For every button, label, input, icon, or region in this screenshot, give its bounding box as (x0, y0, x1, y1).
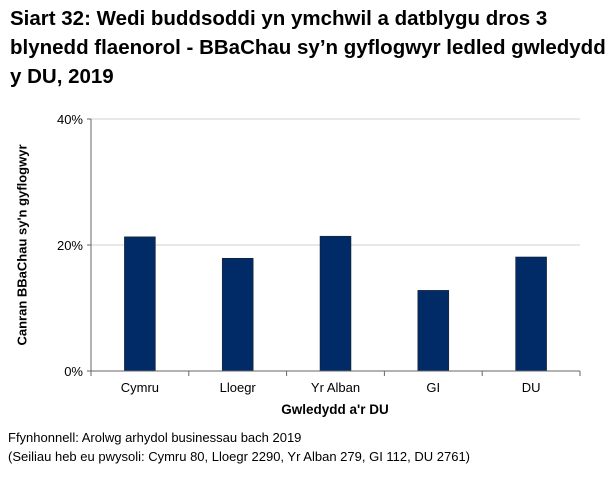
x-tick-label: Lloegr (220, 380, 257, 395)
bar-cymru (124, 236, 156, 372)
x-tick-label: DU (522, 380, 541, 395)
bases-note: (Seiliau heb eu pwysoli: Cymru 80, Lloeg… (8, 449, 471, 464)
x-axis-label: Gwledydd a'r DU (281, 402, 389, 417)
bar-yr-alban (319, 235, 352, 372)
y-tick-label: 0% (64, 364, 83, 379)
bar-du (515, 256, 547, 372)
y-axis-label: Canran BBaChau sy'n gyflogwyr (14, 144, 30, 346)
x-tick-label: Yr Alban (311, 380, 360, 395)
x-tick-label: Cymru (121, 380, 159, 395)
source-note: Ffynhonnell: Arolwg arhydol businessau b… (8, 430, 302, 445)
bar-lloegr (221, 257, 254, 372)
y-tick-label: 20% (57, 238, 83, 253)
x-tick-label: GI (426, 380, 440, 395)
bar-gi (417, 290, 450, 372)
chart-title: Siart 32: Wedi buddsoddi yn ymchwil a da… (10, 7, 606, 88)
y-tick-label: 40% (57, 112, 83, 127)
